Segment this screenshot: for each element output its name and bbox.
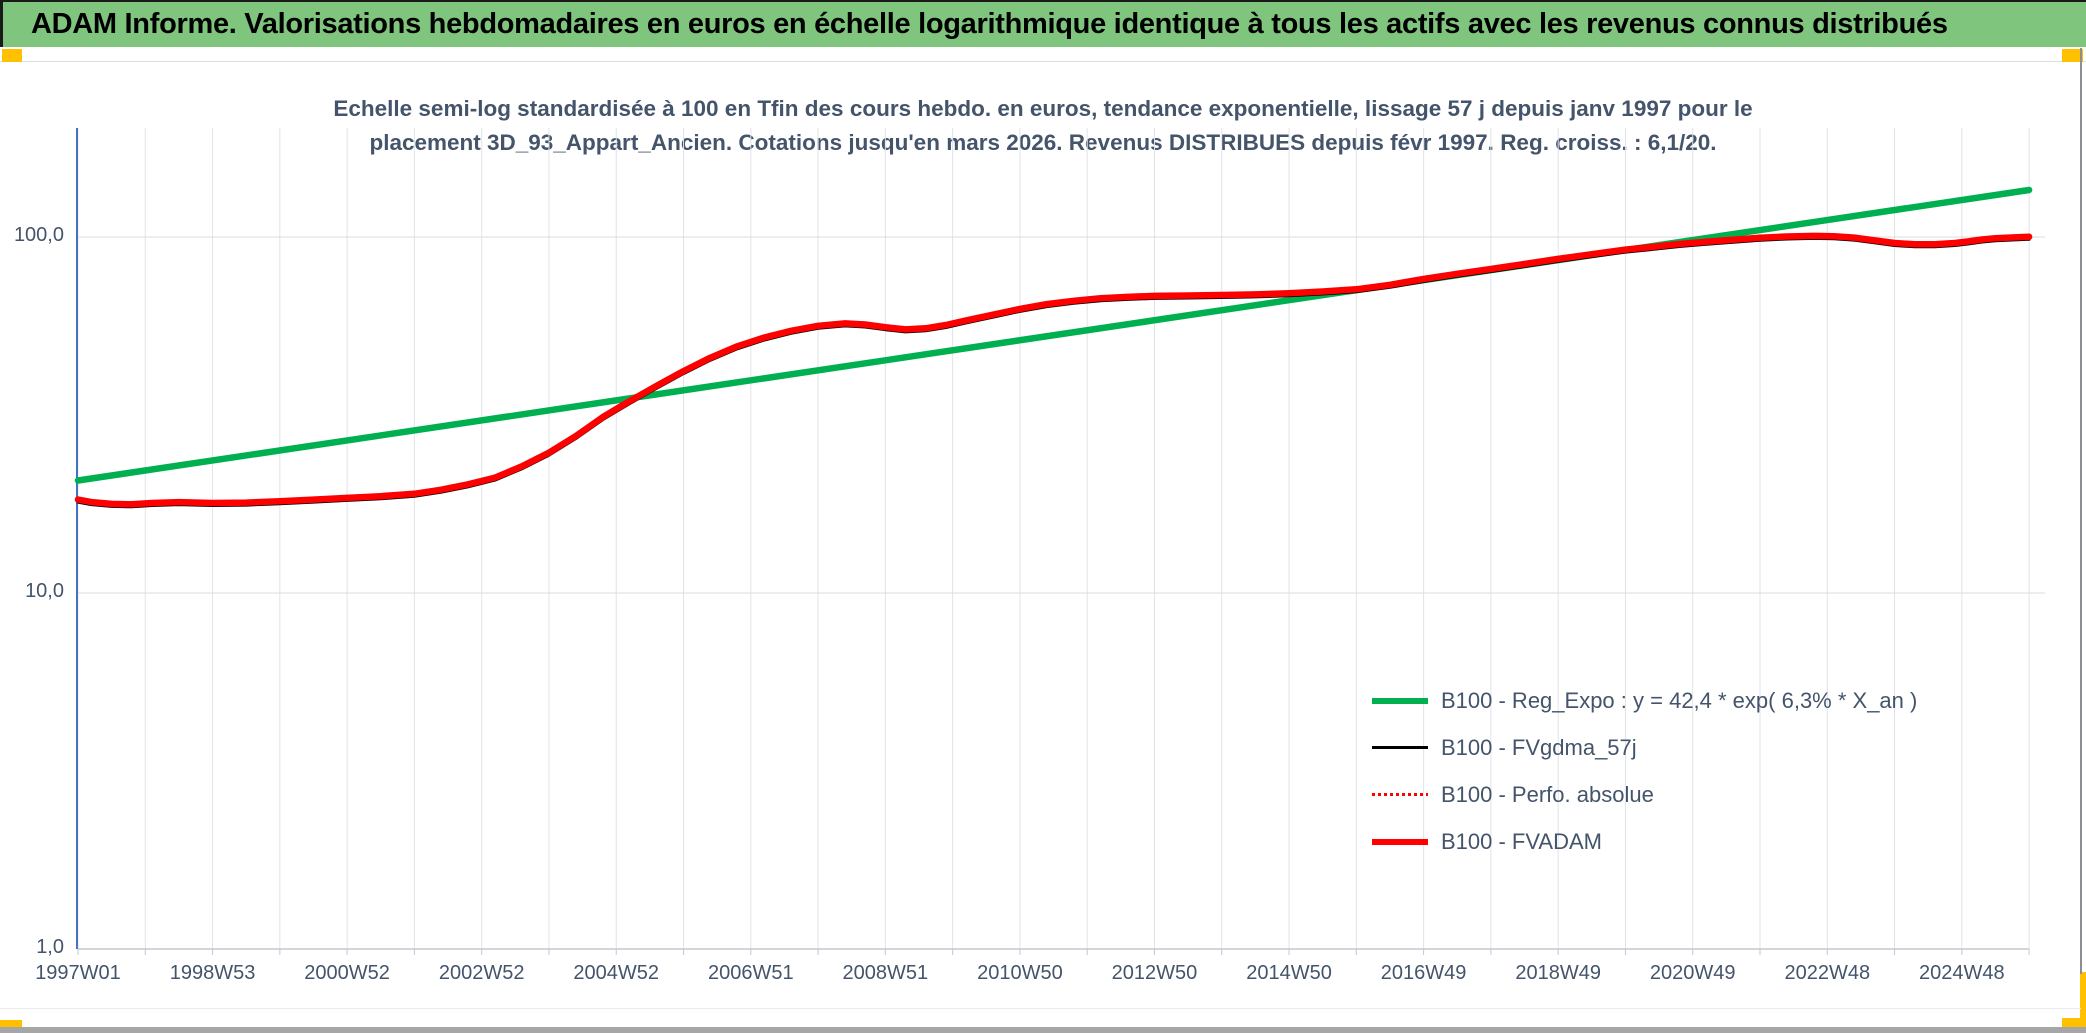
series-line-1 <box>76 236 2031 509</box>
y-axis-label: 1,0 <box>36 936 64 958</box>
chart-subtitle-line1: Echelle semi-log standardisée à 100 en T… <box>333 96 1753 121</box>
x-axis-label: 2012W50 <box>1111 962 1198 984</box>
legend-line-sample-solid <box>1372 697 1428 704</box>
corner-marker-top-right <box>2062 49 2083 62</box>
x-axis-label: 2020W49 <box>1649 962 1736 984</box>
legend-item: B100 - Reg_Expo : y = 42,4 * exp( 6,3% *… <box>1372 677 1917 724</box>
legend-line-sample-solid <box>1372 838 1428 845</box>
legend-label: B100 - Perfo. absolue <box>1441 781 1654 807</box>
x-axis-label: 1997W01 <box>35 962 121 984</box>
x-axis-label: 2024W48 <box>1919 962 2005 984</box>
x-axis-label: 2022W48 <box>1784 962 1871 984</box>
divider-bottom <box>0 1008 2081 1009</box>
x-axis-label: 2010W50 <box>977 962 1063 984</box>
sheet-title-bar: ADAM Informe. Valorisations hebdomadaire… <box>0 0 2086 47</box>
legend-label: B100 - FVgdma_57j <box>1441 734 1637 760</box>
y-axis-labels: 100,0 10,0 1,0 <box>0 0 64 1033</box>
divider-under-title <box>0 61 2086 62</box>
x-axis-label: 2004W52 <box>573 962 660 984</box>
chart-legend: B100 - Reg_Expo : y = 42,4 * exp( 6,3% *… <box>1372 677 1917 865</box>
page-right-border <box>2080 48 2082 974</box>
series-line-2 <box>76 234 2031 506</box>
y-axis-label: 100,0 <box>13 224 64 246</box>
x-axis-label: 2002W52 <box>438 962 525 984</box>
x-axis-label: 2006W51 <box>707 962 794 984</box>
x-axis-label: 2016W49 <box>1380 962 1467 984</box>
bottom-edge-bar <box>0 1027 2086 1033</box>
y-axis-label: 10,0 <box>25 580 64 602</box>
chart-subtitle: Echelle semi-log standardisée à 100 en T… <box>0 92 2086 160</box>
x-axis-label: 2008W51 <box>842 962 929 984</box>
series-line-3 <box>74 232 2033 508</box>
legend-label: B100 - FVADAM <box>1441 828 1602 854</box>
legend-item: B100 - FVgdma_57j <box>1372 724 1917 771</box>
corner-marker-top-left <box>2 49 22 62</box>
x-axis-labels: 1997W01 1998W53 2000W52 2002W52 2004W52 2006W… <box>0 962 2086 990</box>
legend-item: B100 - FVADAM <box>1372 818 1917 865</box>
legend-line-sample-solid <box>1372 746 1428 749</box>
legend-line-sample-dotted <box>1372 793 1428 796</box>
corner-marker-right-strip <box>2080 972 2086 1019</box>
x-axis-label: 1998W53 <box>169 962 256 984</box>
legend-label: B100 - Reg_Expo : y = 42,4 * exp( 6,3% *… <box>1441 687 1918 713</box>
x-axis-label: 2000W52 <box>304 962 390 984</box>
legend-item: B100 - Perfo. absolue <box>1372 771 1917 818</box>
sheet-title: ADAM Informe. Valorisations hebdomadaire… <box>31 8 1948 40</box>
x-axis-label: 2014W50 <box>1246 962 1332 984</box>
chart-subtitle-line2: placement 3D_93_Appart_Ancien. Cotations… <box>369 130 1717 155</box>
x-axis-label: 2018W49 <box>1515 962 1601 984</box>
series-line-0 <box>74 186 2033 484</box>
